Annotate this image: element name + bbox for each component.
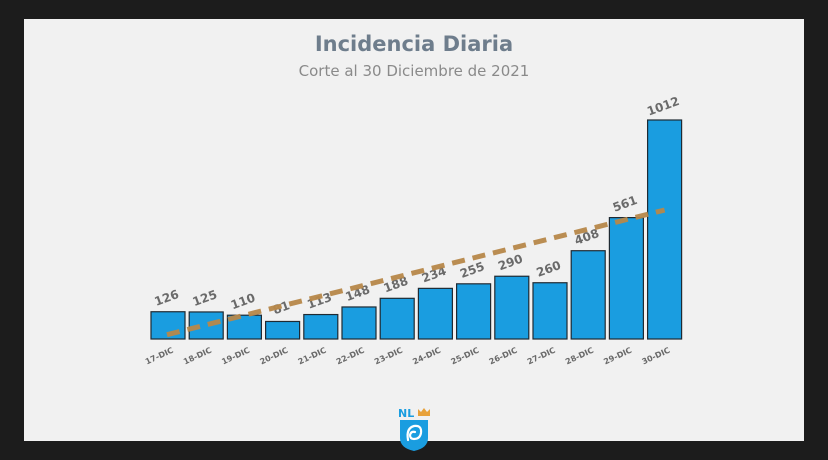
x-tick-label: 22-DIC: [335, 346, 366, 367]
crown-icon: [418, 408, 430, 416]
bar-20-dic: [265, 320, 301, 340]
bar-22-dic: [341, 306, 377, 340]
logo-text: NL: [398, 407, 414, 420]
value-label: 1012: [645, 94, 681, 119]
bar-24-dic: [417, 287, 453, 340]
bar-30-dic: [646, 119, 683, 340]
bar-25-dic: [456, 283, 492, 340]
x-tick-label: 27-DIC: [526, 346, 557, 367]
value-label: 125: [191, 287, 219, 309]
x-tick-label: 19-DIC: [220, 346, 251, 367]
x-tick-label: 21-DIC: [297, 346, 328, 367]
x-tick-label: 24-DIC: [411, 346, 442, 367]
emblem-icon: [406, 424, 423, 442]
bar-23-dic: [379, 297, 415, 340]
x-tick-label: 25-DIC: [449, 346, 480, 367]
chart-subtitle: Corte al 30 Diciembre de 2021: [298, 62, 530, 80]
bar-21-dic: [303, 313, 339, 340]
x-tick-label: 20-DIC: [258, 346, 289, 367]
value-label: 561: [611, 193, 639, 215]
shield-icon: [400, 420, 428, 451]
x-tick-label: 28-DIC: [564, 346, 595, 367]
value-label: 110: [229, 291, 257, 313]
nuevo-leon-logo: NL: [398, 407, 430, 451]
bar-19-dic: [226, 314, 262, 340]
x-tick-label: 29-DIC: [602, 346, 633, 367]
trend-line: [166, 207, 666, 338]
bar-28-dic: [570, 250, 606, 340]
x-tick-label: 18-DIC: [182, 346, 213, 367]
value-label: 260: [534, 258, 562, 280]
bar-29-dic: [608, 216, 645, 340]
x-tick-label: 17-DIC: [144, 346, 175, 367]
bar-27-dic: [532, 282, 568, 340]
x-tick-label: 23-DIC: [373, 346, 404, 367]
x-tick-label: 26-DIC: [488, 346, 519, 367]
value-label: 290: [496, 252, 524, 274]
value-label: 113: [305, 290, 333, 312]
bar-26-dic: [494, 275, 530, 340]
x-tick-label: 30-DIC: [640, 346, 671, 367]
chart-title: Incidencia Diaria: [314, 32, 514, 56]
value-label: 126: [152, 287, 180, 309]
